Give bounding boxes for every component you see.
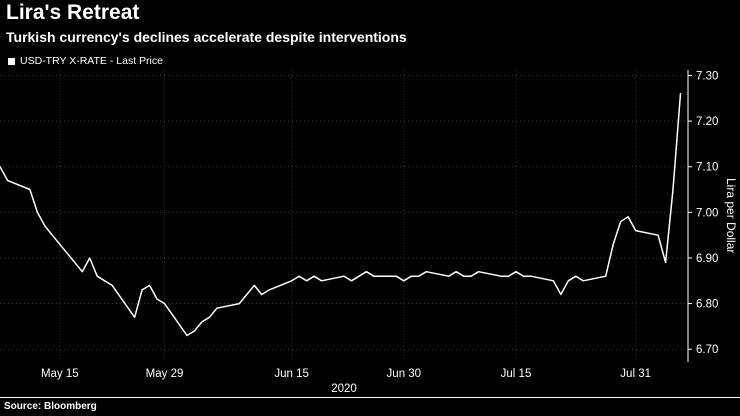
chart-title: Lira's Retreat xyxy=(6,1,140,24)
y-tick-label: 6.90 xyxy=(696,253,718,265)
y-tick-label: 7.20 xyxy=(696,116,718,128)
x-tick-label: May 29 xyxy=(146,368,184,380)
x-tick-label: May 15 xyxy=(41,368,79,380)
x-axis-year-label: 2020 xyxy=(331,383,357,395)
y-tick-label: 7.00 xyxy=(696,207,718,219)
price-line xyxy=(0,92,682,337)
legend-label: USD-TRY X-RATE - Last Price xyxy=(20,55,163,67)
source-bar: Source: Bloomberg xyxy=(0,397,740,416)
legend-marker-icon xyxy=(8,57,15,65)
y-tick-label: 6.70 xyxy=(696,344,718,356)
x-tick-label: Jun 15 xyxy=(274,368,309,380)
chart-subtitle: Turkish currency's declines accelerate d… xyxy=(6,29,407,45)
y-tick-label: 6.80 xyxy=(696,299,718,311)
y-tick-label: 7.30 xyxy=(696,70,718,82)
x-tick-label: Jun 30 xyxy=(387,368,422,380)
legend: USD-TRY X-RATE - Last Price xyxy=(8,55,163,67)
x-tick-label: Jul 31 xyxy=(620,368,651,380)
source-label: Source: Bloomberg xyxy=(4,401,97,412)
y-axis-title: Lira per Dollar xyxy=(724,178,738,254)
x-tick-label: Jul 15 xyxy=(501,368,532,380)
y-tick-label: 7.10 xyxy=(696,162,718,174)
